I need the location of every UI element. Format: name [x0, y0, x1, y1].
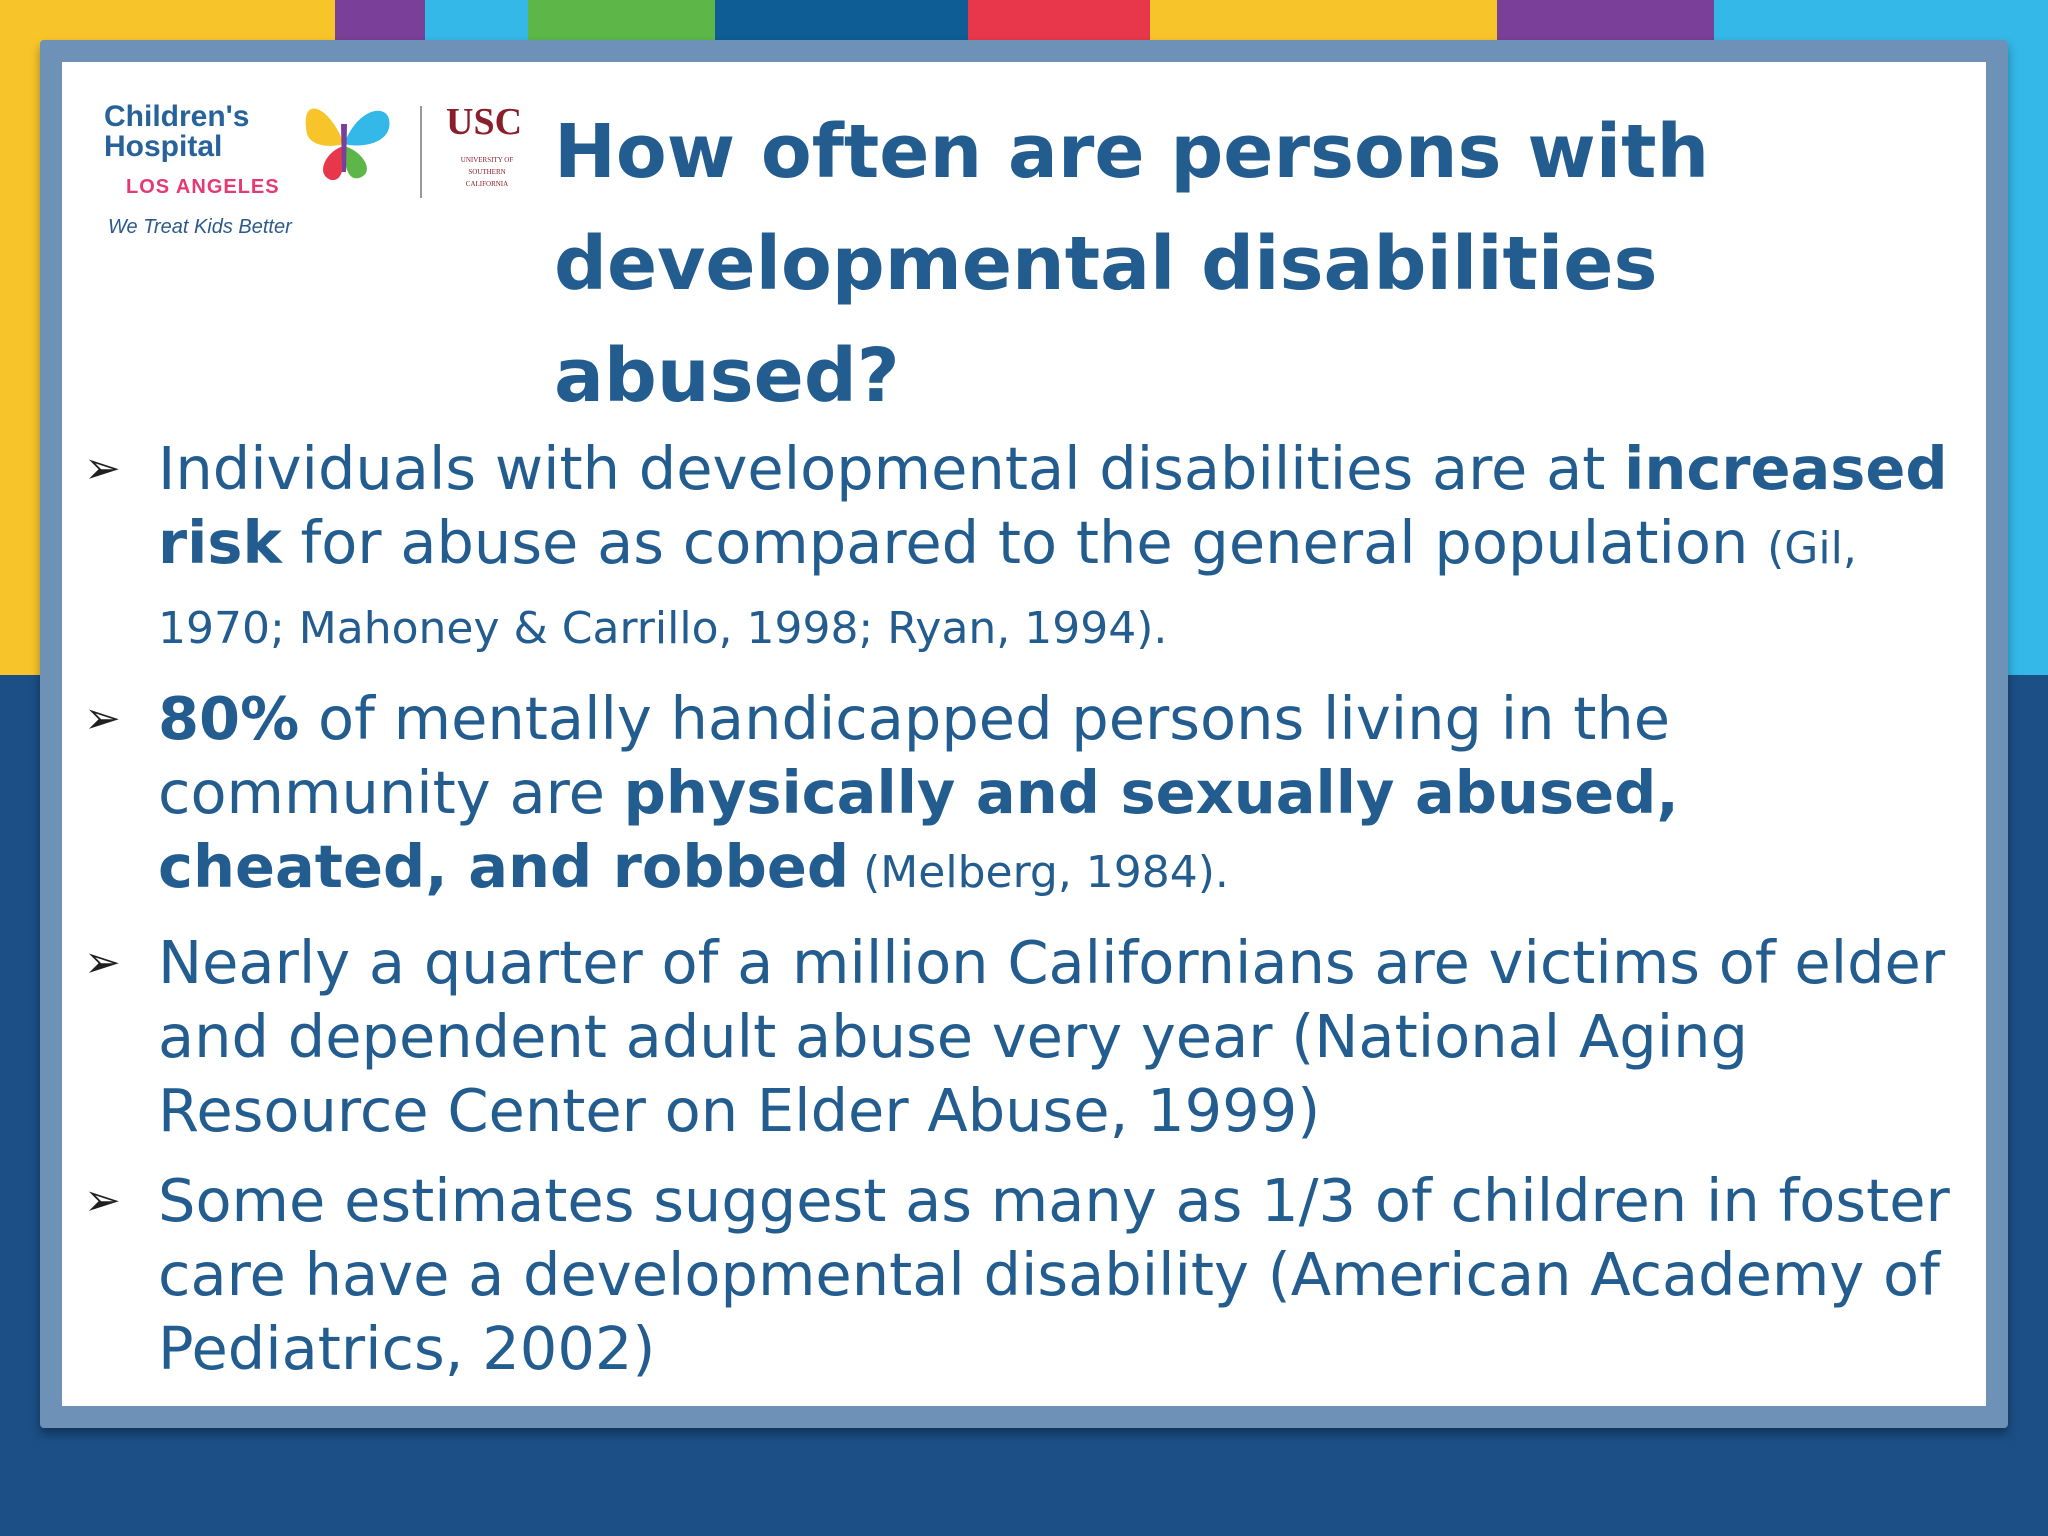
bullet-citation: (Melberg, 1984). — [849, 847, 1229, 898]
left-side-band — [0, 0, 40, 675]
bullet-citation: (Gil, 1970; Mahoney & Carrillo, 1998; Ry… — [158, 523, 1857, 654]
bullet-item-4: ➢ Some estimates suggest as many as 1/3 … — [84, 1164, 1984, 1386]
usc-logo-word: USC — [446, 101, 523, 143]
bullet-emphasis: physically and sexually abused, cheated,… — [158, 758, 1679, 901]
butterfly-logo-icon — [305, 108, 390, 181]
bullet-text: Nearly a quarter of a million California… — [158, 928, 1946, 1145]
arrow-bullet-icon: ➢ — [84, 443, 121, 494]
arrow-bullet-icon: ➢ — [84, 693, 121, 744]
bullet-item-1: ➢ Individuals with developmental disabil… — [84, 432, 1984, 666]
bullet-text: for abuse as compared to the general pop… — [281, 508, 1768, 577]
bullet-item-3: ➢ Nearly a quarter of a million Californ… — [84, 926, 1984, 1148]
right-side-band — [2003, 0, 2048, 675]
bullet-text: of mentally handicapped persons living i… — [158, 684, 1671, 827]
usc-logo-subtext: UNIVERSITY OF SOUTHERN CALIFORNIA — [460, 156, 514, 188]
logo-block: Children's Hospital LOS ANGELES We Treat… — [104, 84, 534, 254]
bullet-text: Individuals with developmental disabilit… — [158, 434, 1625, 503]
chla-line2: Hospital — [104, 130, 223, 163]
arrow-bullet-icon: ➢ — [84, 1175, 121, 1226]
arrow-bullet-icon: ➢ — [84, 937, 121, 988]
slide-title: How often are persons with developmental… — [554, 109, 1710, 419]
bullet-list: ➢ Individuals with developmental disabil… — [84, 432, 1984, 1402]
slide-card — [62, 62, 1986, 1406]
bullet-emphasis: 80% — [158, 684, 300, 753]
chla-line1: Children's — [104, 100, 250, 133]
chla-tagline: We Treat Kids Better — [108, 216, 292, 238]
chla-logo-text: Children's Hospital — [104, 102, 250, 162]
chla-line3: LOS ANGELES — [126, 176, 280, 198]
bullet-text: Some estimates suggest as many as 1/3 of… — [158, 1166, 1950, 1383]
bullet-item-2: ➢ 80% of mentally handicapped persons li… — [84, 682, 1984, 910]
logo-divider — [420, 106, 422, 198]
bullet-emphasis: increased risk — [158, 434, 1948, 577]
